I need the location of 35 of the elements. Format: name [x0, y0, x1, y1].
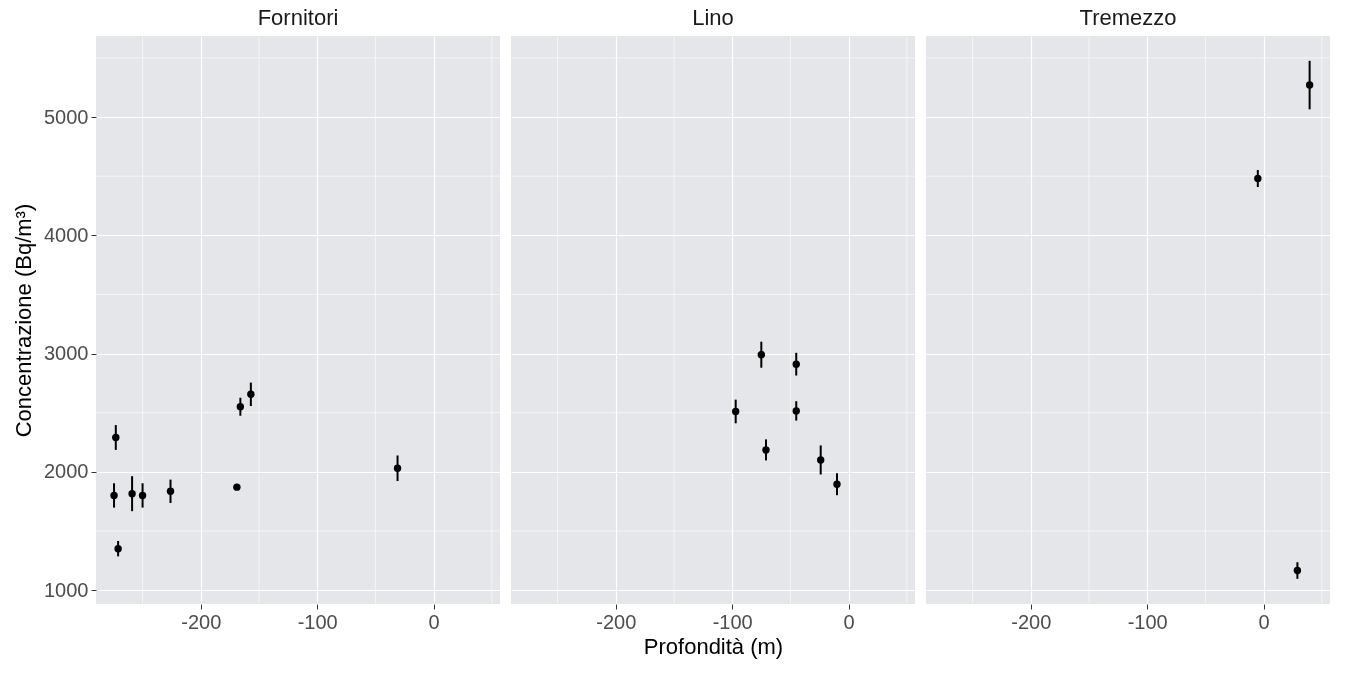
- y-tick-label: 5000: [44, 105, 89, 128]
- point: [236, 403, 245, 411]
- point: [166, 487, 175, 495]
- y-tick-label: 2000: [44, 460, 89, 483]
- point: [792, 407, 800, 415]
- x-tick-label: -200: [181, 610, 222, 633]
- y-axis-title: Concentrazione (Bq/m³): [11, 203, 37, 438]
- chart-title: Fornitori: [257, 4, 339, 30]
- x-tick-label: -200: [596, 610, 637, 633]
- point: [138, 491, 147, 500]
- y-tick-label: 4000: [44, 223, 89, 246]
- point: [128, 489, 136, 498]
- point: [757, 351, 766, 359]
- point: [816, 456, 825, 464]
- x-tick-label: -200: [1011, 610, 1052, 633]
- point: [393, 464, 402, 472]
- x-tick-label: 0: [843, 610, 855, 633]
- point: [247, 390, 255, 399]
- chart-title: Lino: [692, 4, 734, 30]
- y-tick-label: 3000: [44, 342, 89, 365]
- x-tick-label: -100: [1127, 610, 1168, 633]
- point: [833, 480, 841, 488]
- x-tick-label: 0: [428, 610, 440, 633]
- x-tick-label: -100: [297, 610, 338, 633]
- x-axis-title: Profondità (m): [643, 633, 784, 659]
- x-tick-label: -100: [712, 610, 753, 633]
- point: [110, 491, 118, 500]
- point: [732, 407, 740, 416]
- y-tick-label: 1000: [44, 578, 89, 601]
- x-tick-label: 0: [1258, 610, 1270, 633]
- point: [114, 544, 122, 553]
- point: [762, 446, 770, 454]
- point: [112, 433, 120, 442]
- chart-title: Tremezzo: [1079, 4, 1177, 30]
- point: [792, 360, 800, 368]
